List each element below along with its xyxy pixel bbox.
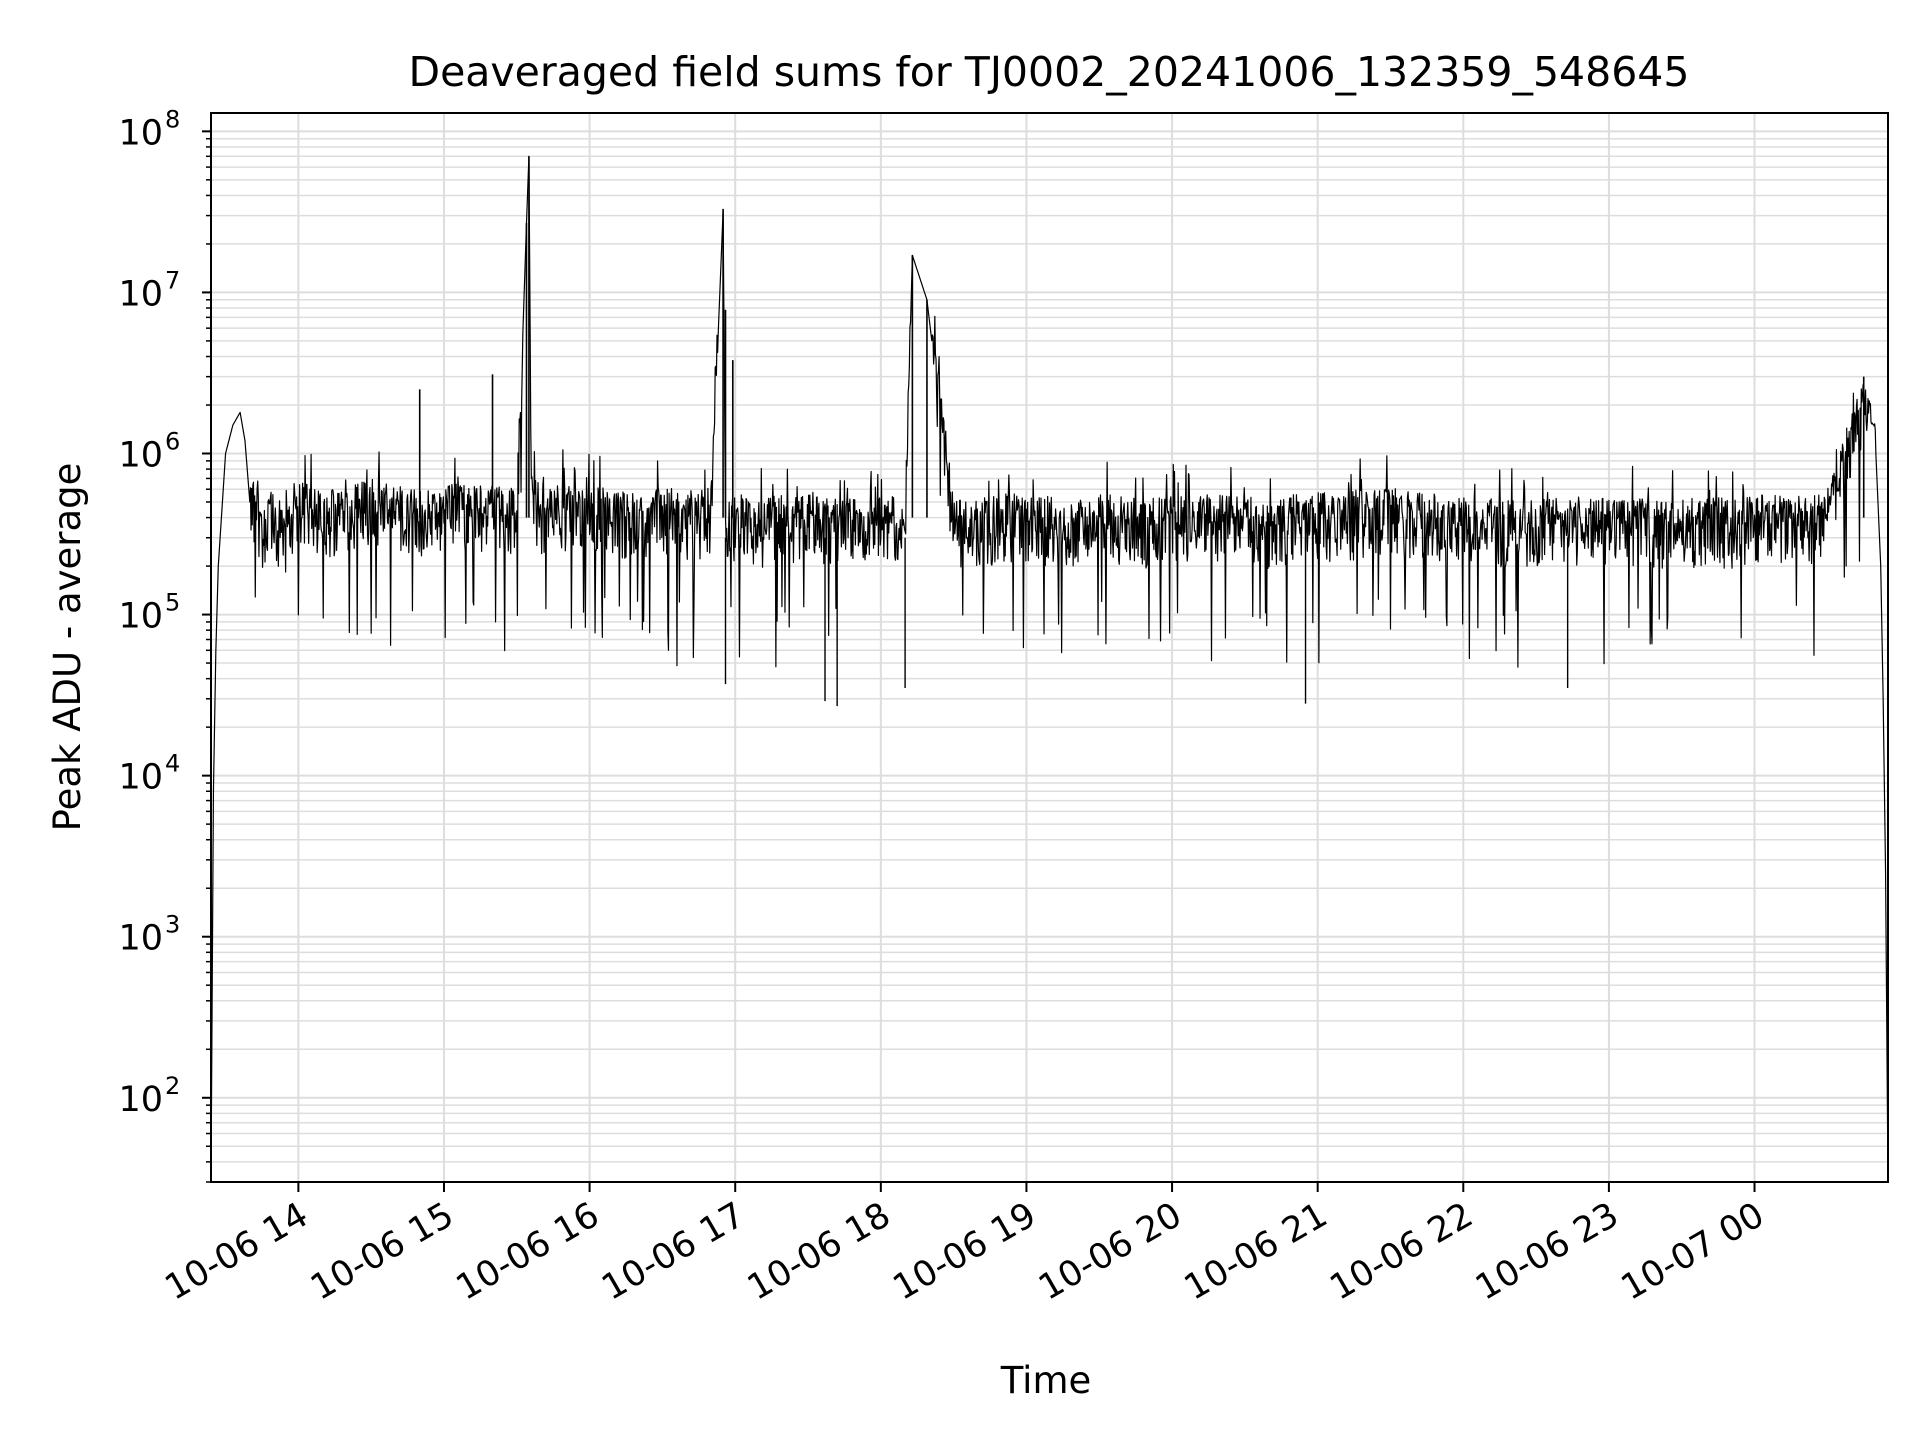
y-tick-exponent: 4 xyxy=(165,750,180,778)
data-layer xyxy=(211,155,1888,1182)
y-tick-exponent: 2 xyxy=(165,1072,180,1100)
y-tick-label: 10 xyxy=(118,435,163,475)
y-tick-exponent: 6 xyxy=(165,427,180,455)
x-axis-label: Time xyxy=(1000,1359,1092,1402)
series-line xyxy=(211,155,1888,1182)
chart-title: Deaveraged field sums for TJ0002_2024100… xyxy=(409,48,1690,96)
y-tick-exponent: 7 xyxy=(165,266,180,294)
plot-frame xyxy=(210,112,1889,1183)
y-tick-label: 10 xyxy=(118,274,163,314)
y-tick-exponent: 5 xyxy=(165,589,180,617)
y-tick-label: 10 xyxy=(118,113,163,153)
y-tick-label: 10 xyxy=(118,758,163,798)
y-tick-label: 10 xyxy=(118,597,163,637)
y-axis-label: Peak ADU - average xyxy=(46,463,89,832)
y-tick-label: 10 xyxy=(118,1080,163,1120)
y-tick-label: 10 xyxy=(118,919,163,959)
y-tick-exponent: 8 xyxy=(165,105,180,133)
y-tick-exponent: 3 xyxy=(165,911,180,939)
